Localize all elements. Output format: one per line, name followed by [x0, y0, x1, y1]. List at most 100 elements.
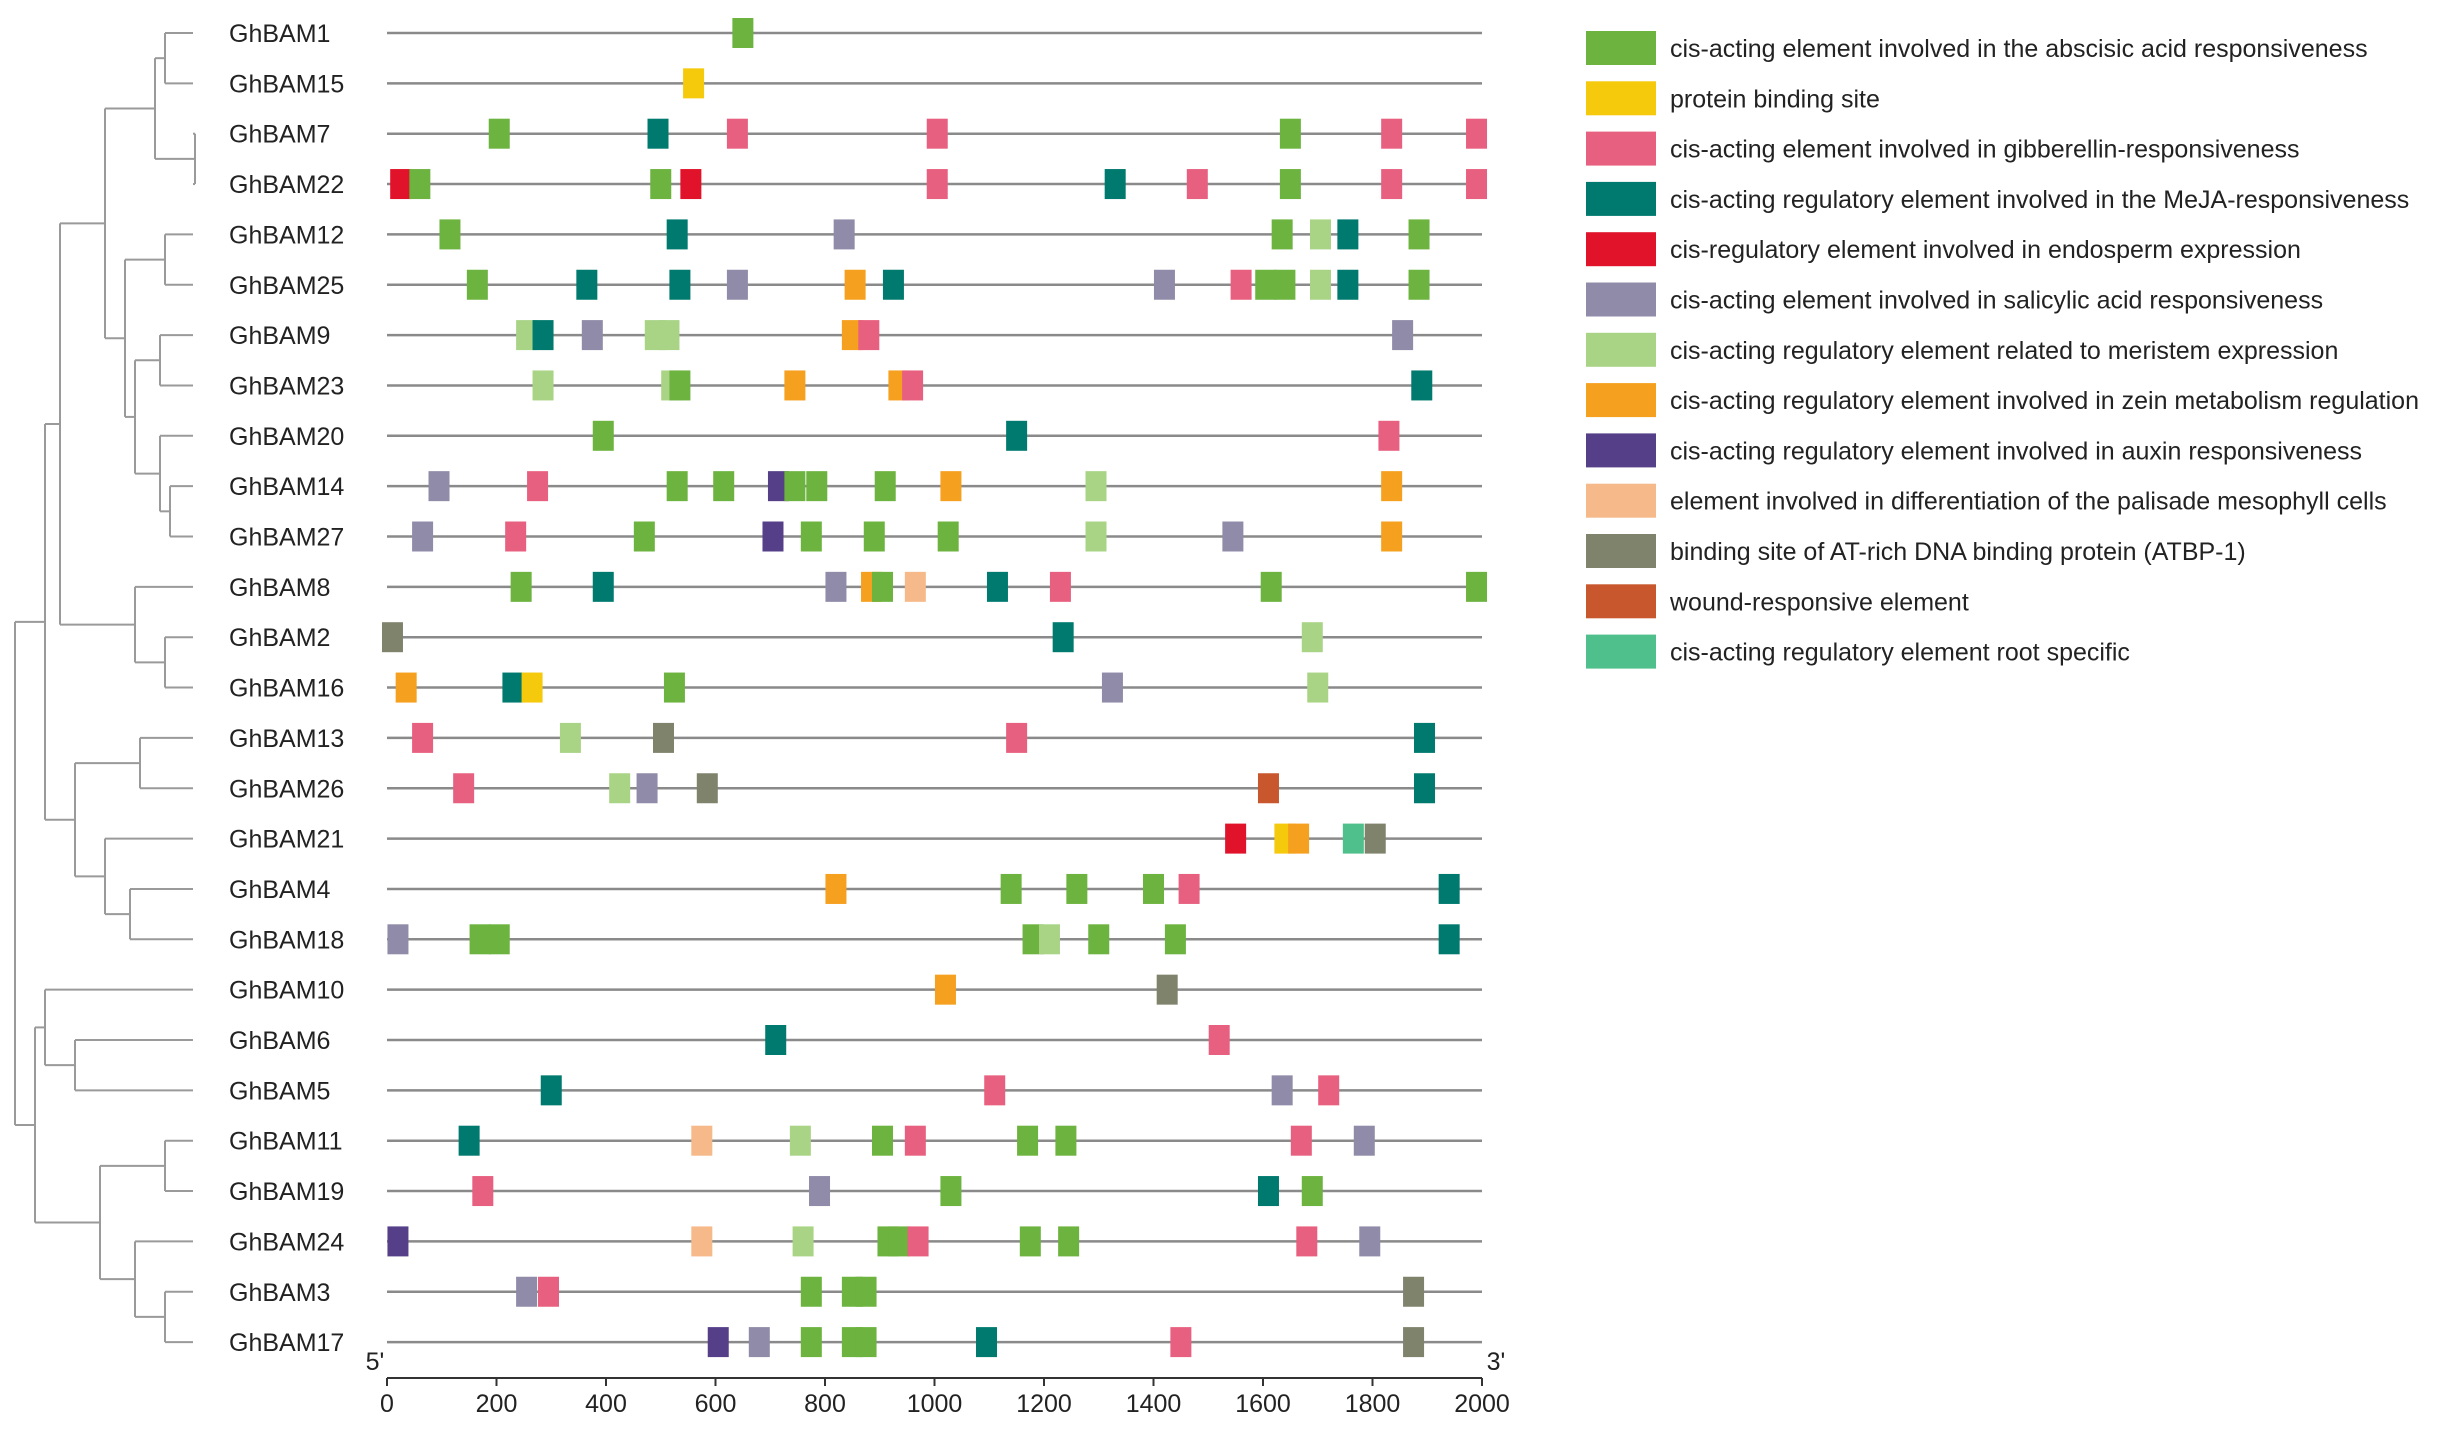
cis-element-box-meja [666, 219, 688, 250]
cis-element-box-aba [1017, 1125, 1039, 1156]
cis-element-box-sa [1101, 672, 1123, 703]
cis-element-box-aba [1271, 219, 1293, 250]
cis-element-box-ga [902, 370, 924, 401]
cis-element-box-aba [1164, 924, 1186, 955]
legend-swatch-endo [1586, 232, 1656, 267]
cis-element-box-atbp [381, 622, 403, 653]
gene-row: GhBAM21 [229, 823, 1482, 854]
cis-element-box-aba [713, 471, 735, 502]
legend-item: cis-acting regulatory element involved i… [1586, 433, 2362, 468]
cis-element-box-mer [792, 1226, 814, 1257]
legend-item: cis-acting regulatory element related to… [1586, 332, 2338, 367]
cis-element-box-aux [707, 1327, 729, 1358]
cis-element-box-ga [1208, 1025, 1230, 1055]
cis-element-box-ga [1466, 169, 1488, 200]
cis-element-box-ga [505, 521, 527, 552]
gene-row: GhBAM12 [229, 219, 1482, 250]
gene-label: GhBAM24 [229, 1228, 344, 1256]
legend-item: cis-acting regulatory element involved i… [1586, 383, 2419, 418]
gene-row: GhBAM14 [229, 471, 1482, 502]
cis-element-box-aba [871, 1125, 893, 1156]
legend-swatch-atbp [1586, 534, 1656, 568]
legend-swatch-aux [1586, 433, 1656, 468]
cis-element-box-aba [863, 521, 885, 552]
cis-element-box-mer [658, 320, 680, 351]
gene-row: GhBAM17 [229, 1327, 1482, 1358]
axis-tick-label: 1800 [1345, 1390, 1401, 1418]
cis-element-box-aba [1301, 1176, 1323, 1207]
cis-element-box-sa [748, 1327, 770, 1358]
cis-element-box-endo [1225, 823, 1247, 854]
cis-element-box-atbp [1403, 1276, 1425, 1307]
cis-element-box-ga [1318, 1075, 1340, 1106]
cis-element-box-pal [691, 1226, 713, 1257]
gene-row: GhBAM20 [229, 420, 1482, 451]
cis-element-box-aba [409, 169, 431, 200]
legend-swatch-zein [1586, 383, 1656, 418]
cis-element-box-ga [412, 722, 434, 753]
cis-element-box-zein [1381, 471, 1403, 502]
cis-element-box-sa [412, 521, 434, 552]
gene-row: GhBAM18 [229, 924, 1482, 955]
gene-label: GhBAM4 [229, 876, 331, 904]
cis-element-box-aba [855, 1276, 877, 1307]
cis-element-box-meja [1411, 370, 1433, 401]
legend-swatch-ga [1586, 131, 1656, 166]
cis-element-box-endo [680, 169, 702, 200]
cis-element-box-aba [940, 1176, 962, 1207]
phylogenetic-tree [14, 32, 196, 1344]
cis-element-box-pal [904, 571, 926, 602]
axis-tick-label: 0 [380, 1390, 394, 1418]
cis-element-box-aba [806, 471, 828, 502]
cis-element-box-mer [559, 722, 581, 753]
cis-element-box-aba [1274, 269, 1296, 300]
gene-label: GhBAM25 [229, 272, 344, 300]
gene-label: GhBAM5 [229, 1077, 330, 1105]
cis-element-box-atbp [696, 773, 718, 804]
legend-label: cis-acting element involved in gibberell… [1670, 136, 2300, 164]
cis-element-box-aba [1408, 269, 1430, 300]
cis-element-box-ga [904, 1125, 926, 1156]
gene-row: GhBAM23 [229, 370, 1482, 401]
gene-label: GhBAM11 [229, 1128, 342, 1156]
cis-element-box-sa [516, 1276, 538, 1307]
cis-element-box-zein [784, 370, 806, 401]
gene-label: GhBAM21 [229, 826, 344, 854]
cis-element-box-ga [472, 1176, 494, 1207]
cis-element-box-zein [825, 873, 847, 904]
gene-row: GhBAM19 [229, 1176, 1482, 1207]
cis-element-box-meja [1104, 169, 1126, 200]
cis-element-box-ga [527, 471, 549, 502]
gene-label: GhBAM17 [229, 1329, 344, 1357]
cis-element-box-aba [1260, 571, 1282, 602]
gene-row: GhBAM11 [229, 1125, 1482, 1156]
cis-element-box-aux [762, 521, 784, 552]
axis-tick-label: 200 [476, 1390, 518, 1418]
cis-element-box-zein [395, 672, 417, 703]
cis-element-box-ga [1296, 1226, 1318, 1257]
legend-item: cis-acting element involved in the absci… [1586, 31, 2368, 65]
cis-element-box-meja [1414, 773, 1436, 804]
gene-label: GhBAM18 [229, 926, 344, 954]
cis-element-box-meja [1438, 873, 1460, 904]
cis-element-box-aba [871, 571, 893, 602]
gene-label: GhBAM12 [229, 221, 344, 249]
gene-row: GhBAM16 [229, 672, 1482, 703]
cis-element-box-aba [469, 924, 491, 955]
legend-item: wound-responsive element [1586, 584, 1969, 619]
cis-element-box-sa [833, 219, 855, 250]
cis-element-box-aba [666, 471, 688, 502]
legend-swatch-pbs [1586, 81, 1656, 116]
cis-element-box-mer [1309, 219, 1331, 250]
axis-tick-label: 400 [585, 1390, 627, 1418]
cis-element-box-sa [1392, 320, 1414, 351]
gene-row: GhBAM1 [229, 18, 1482, 48]
legend-label: element involved in differentiation of t… [1670, 488, 2387, 516]
gene-row: GhBAM26 [229, 773, 1482, 804]
cis-element-box-meja [458, 1125, 480, 1156]
cis-element-box-mer [1038, 924, 1060, 955]
cis-element-box-ga [1178, 873, 1200, 904]
cis-element-box-ga [1186, 169, 1208, 200]
axis-tick-label: 1600 [1235, 1390, 1291, 1418]
legend-label: cis-acting regulatory element root speci… [1670, 639, 2130, 667]
